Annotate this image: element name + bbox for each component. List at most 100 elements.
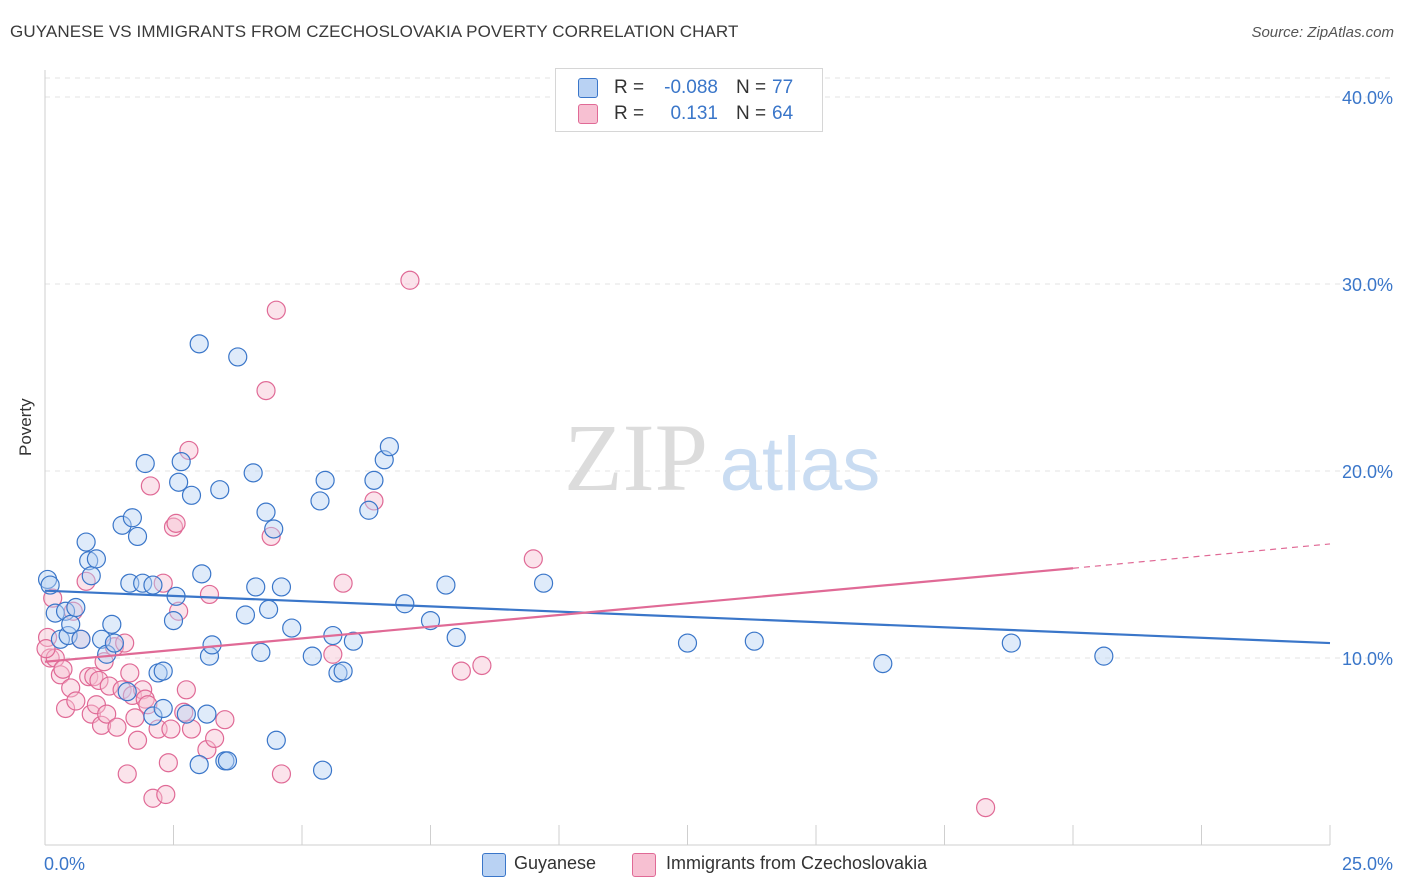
guyanese-point bbox=[153, 661, 173, 681]
guyanese-point bbox=[81, 566, 101, 586]
czechoslovakia-point bbox=[256, 380, 276, 401]
czechoslovakia-point bbox=[179, 440, 199, 461]
legend-label-guyanese: Guyanese bbox=[514, 853, 597, 873]
guyanese-point bbox=[163, 610, 184, 631]
x-tick-label: 25.0% bbox=[1342, 854, 1393, 874]
czechoslovakia-point bbox=[176, 680, 196, 700]
czechoslovakia-point bbox=[107, 717, 127, 737]
guyanese-point bbox=[210, 480, 230, 500]
legend-n-label: N = bbox=[736, 103, 767, 124]
guyanese-point bbox=[379, 437, 399, 457]
guyanese-point bbox=[135, 453, 155, 474]
chart-title: GUYANESE VS IMMIGRANTS FROM CZECHOSLOVAK… bbox=[10, 22, 739, 41]
czechoslovakia-trend-extension bbox=[1072, 543, 1331, 569]
y-tick-label: 20.0% bbox=[1342, 462, 1393, 482]
legend-label-czechoslovakia: Immigrants from Czechoslovakia bbox=[666, 853, 928, 873]
series-legend: Guyanese Immigrants from Czechoslovakia bbox=[0, 852, 1406, 878]
x-tick-label: 0.0% bbox=[44, 854, 85, 874]
czechoslovakia-point bbox=[205, 728, 225, 749]
guyanese-point bbox=[312, 760, 333, 780]
guyanese-point bbox=[189, 334, 209, 354]
guyanese-point bbox=[91, 629, 112, 649]
czechoslovakia-point bbox=[181, 719, 202, 739]
czechoslovakia-point bbox=[122, 685, 142, 706]
guyanese-point bbox=[343, 631, 363, 651]
czechoslovakia-point bbox=[115, 633, 135, 653]
czechoslovakia-point bbox=[400, 270, 420, 290]
czechoslovakia-point bbox=[89, 670, 109, 691]
legend-swatch-pink bbox=[578, 104, 598, 124]
correlation-legend: R = -0.088 N = 77 R = 0.131 N = 64 bbox=[555, 68, 823, 132]
czechoslovakia-point bbox=[472, 655, 492, 676]
legend-swatch-blue bbox=[482, 853, 506, 877]
czechoslovakia-point bbox=[84, 667, 104, 687]
guyanese-point bbox=[677, 633, 698, 653]
legend-n-label: N = bbox=[736, 77, 767, 98]
czechoslovakia-point bbox=[333, 573, 353, 593]
legend-r-value: -0.088 bbox=[664, 77, 718, 98]
czechoslovakia-point bbox=[138, 695, 158, 715]
guyanese-trend-line bbox=[44, 589, 1331, 645]
czechoslovakia-point bbox=[156, 784, 176, 805]
y-axis-label: Poverty bbox=[16, 398, 35, 456]
watermark-atlas: atlas bbox=[720, 422, 881, 507]
guyanese-point bbox=[246, 577, 266, 597]
guyanese-point bbox=[333, 661, 353, 681]
y-tick-label: 40.0% bbox=[1342, 88, 1393, 108]
guyanese-point bbox=[266, 730, 286, 750]
guyanese-point bbox=[446, 627, 466, 648]
guyanese-point bbox=[40, 575, 60, 595]
guyanese-point bbox=[102, 614, 122, 634]
czechoslovakia-point bbox=[364, 491, 384, 511]
guyanese-point bbox=[744, 631, 764, 651]
czechoslovakia-point bbox=[53, 659, 73, 679]
czechoslovakia-point bbox=[197, 740, 217, 760]
series-czechoslovakia-points bbox=[36, 270, 996, 818]
guyanese-point bbox=[420, 610, 441, 631]
czechoslovakia-point bbox=[55, 698, 76, 719]
guyanese-point bbox=[181, 485, 202, 505]
guyanese-point bbox=[282, 618, 302, 638]
czechoslovakia-point bbox=[140, 476, 160, 496]
guyanese-point bbox=[310, 491, 330, 511]
czechoslovakia-point bbox=[169, 601, 189, 621]
czechoslovakia-point bbox=[97, 704, 117, 724]
czechoslovakia-point bbox=[99, 676, 119, 696]
guyanese-point bbox=[315, 470, 335, 490]
guyanese-point bbox=[217, 751, 238, 771]
guyanese-point bbox=[395, 594, 415, 614]
series-guyanese-points bbox=[37, 334, 1114, 780]
legend-r-label: R = bbox=[614, 103, 645, 124]
czechoslovakia-point bbox=[91, 715, 112, 735]
guyanese-point bbox=[104, 633, 124, 653]
guyanese-point bbox=[258, 599, 279, 619]
czechoslovakia-trend-line bbox=[44, 567, 1074, 663]
gridlines bbox=[45, 77, 1395, 659]
czechoslovakia-point bbox=[215, 710, 235, 730]
czechoslovakia-point bbox=[127, 730, 148, 750]
czechoslovakia-point bbox=[79, 667, 99, 687]
czechoslovakia-point bbox=[266, 300, 286, 320]
guyanese-point bbox=[251, 642, 271, 662]
guyanese-point bbox=[66, 597, 86, 618]
czechoslovakia-point bbox=[36, 639, 56, 659]
source-label: Source: ZipAtlas.com bbox=[1251, 24, 1394, 41]
guyanese-point bbox=[243, 463, 263, 483]
legend-r-label: R = bbox=[614, 77, 645, 98]
y-tick-label: 10.0% bbox=[1342, 649, 1393, 669]
guyanese-point bbox=[264, 519, 284, 539]
czechoslovakia-point bbox=[271, 764, 292, 784]
watermark-zip: ZIP bbox=[564, 404, 708, 511]
guyanese-point bbox=[192, 564, 212, 584]
legend-n-value: 64 bbox=[772, 103, 794, 124]
guyanese-point bbox=[76, 532, 96, 552]
legend-swatch-pink bbox=[632, 853, 656, 877]
legend-row-guyanese: R = -0.088 N = 77 bbox=[556, 75, 822, 101]
guyanese-point bbox=[197, 704, 217, 724]
guyanese-point bbox=[171, 452, 191, 472]
czechoslovakia-point bbox=[166, 513, 186, 533]
guyanese-point bbox=[302, 646, 322, 666]
czechoslovakia-point bbox=[143, 788, 163, 808]
guyanese-point bbox=[1094, 646, 1114, 666]
